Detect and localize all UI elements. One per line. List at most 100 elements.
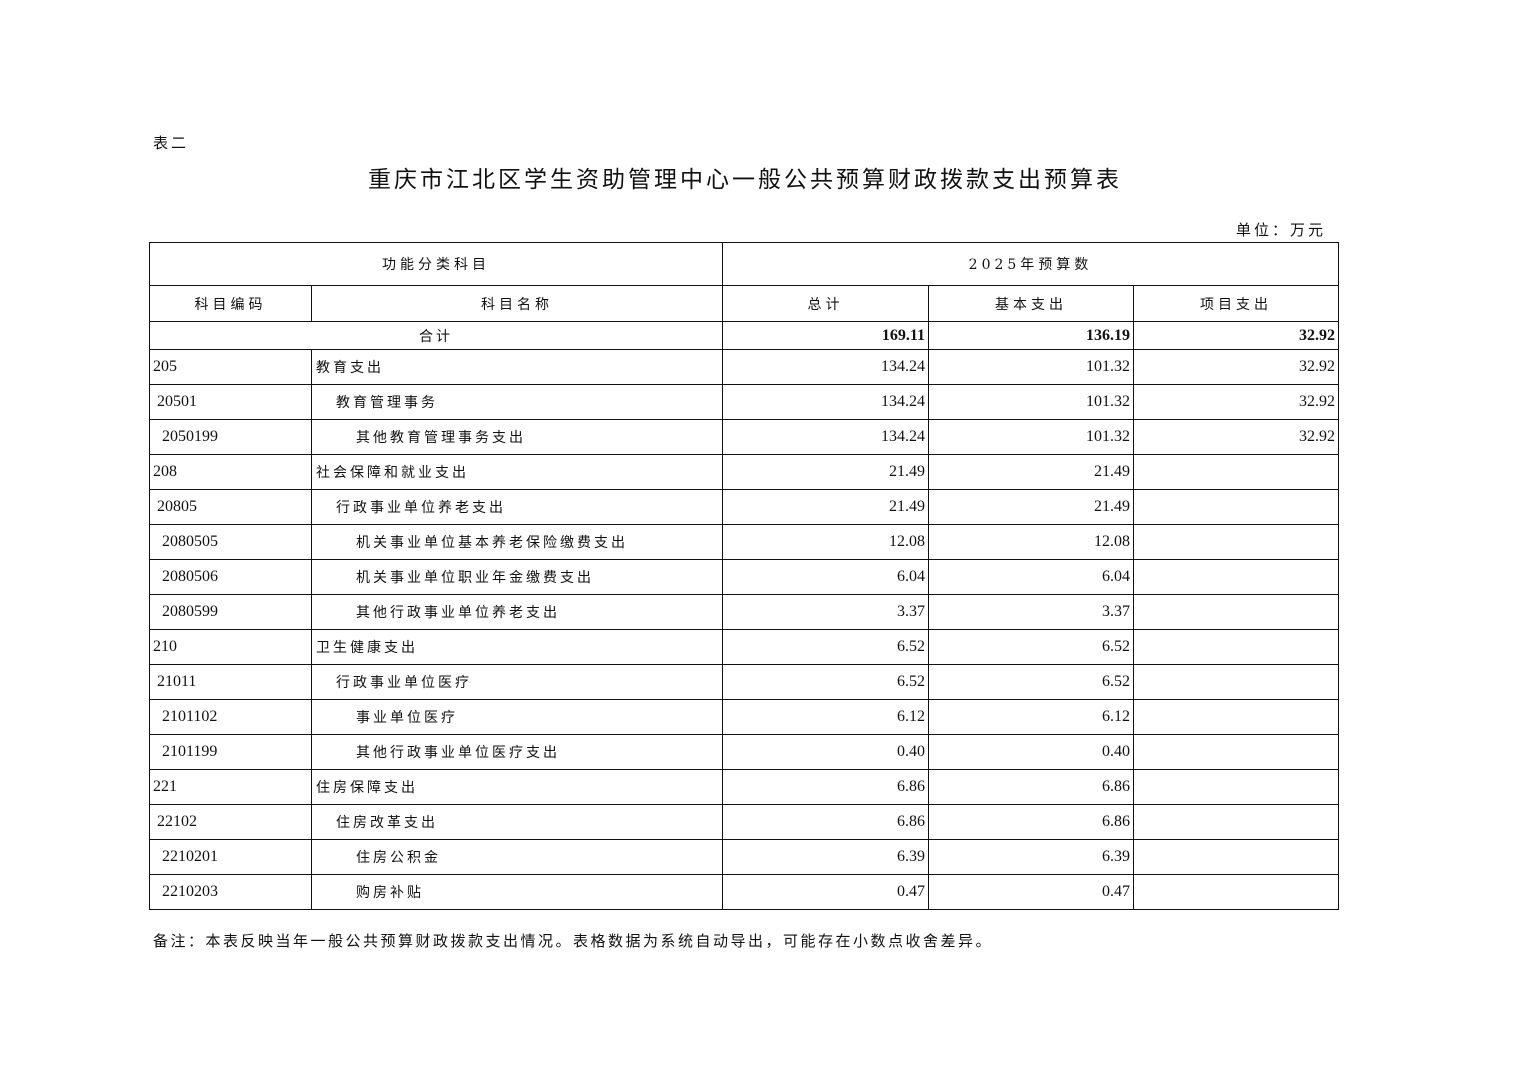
- header-row-group: 功能分类科目 2025年预算数: [149, 242, 1339, 286]
- row-code: 20805: [149, 489, 312, 525]
- row-basic: 21.49: [928, 454, 1134, 490]
- row-code: 2101199: [149, 734, 312, 770]
- row-basic: 12.08: [928, 524, 1134, 560]
- page-title: 重庆市江北区学生资助管理中心一般公共预算财政拨款支出预算表: [368, 167, 1122, 193]
- table-row: 2080599 其他行政事业单位养老支出 3.37 3.37: [149, 594, 1339, 630]
- row-name: 机关事业单位基本养老保险缴费支出: [311, 524, 723, 560]
- table-row: 20805 行政事业单位养老支出 21.49 21.49: [149, 489, 1339, 525]
- row-code: 208: [149, 454, 312, 490]
- row-total: 21.49: [722, 454, 929, 490]
- row-project: [1133, 734, 1339, 770]
- row-total: 6.52: [722, 664, 929, 700]
- row-total: 3.37: [722, 594, 929, 630]
- header-budget-year: 2025年预算数: [722, 242, 1339, 286]
- table-row: 20501 教育管理事务 134.24 101.32 32.92: [149, 384, 1339, 420]
- table-row: 2101102 事业单位医疗 6.12 6.12: [149, 699, 1339, 735]
- row-basic: 101.32: [928, 349, 1134, 385]
- header-project: 项目支出: [1133, 285, 1339, 322]
- row-project: 32.92: [1133, 384, 1339, 420]
- header-basic: 基本支出: [928, 285, 1134, 322]
- row-code: 2080506: [149, 559, 312, 595]
- row-code: 21011: [149, 664, 312, 700]
- row-project: 32.92: [1133, 419, 1339, 455]
- table-row: 22102 住房改革支出 6.86 6.86: [149, 804, 1339, 840]
- row-name: 住房公积金: [311, 839, 723, 875]
- row-project: [1133, 524, 1339, 560]
- row-project: [1133, 664, 1339, 700]
- total-total: 169.11: [722, 321, 929, 350]
- row-name: 住房保障支出: [311, 769, 723, 805]
- row-basic: 3.37: [928, 594, 1134, 630]
- row-basic: 6.86: [928, 804, 1134, 840]
- row-code: 20501: [149, 384, 312, 420]
- row-project: [1133, 839, 1339, 875]
- row-project: [1133, 454, 1339, 490]
- row-basic: 0.40: [928, 734, 1134, 770]
- row-project: [1133, 874, 1339, 910]
- table-row: 221 住房保障支出 6.86 6.86: [149, 769, 1339, 805]
- row-total: 12.08: [722, 524, 929, 560]
- row-name: 行政事业单位医疗: [311, 664, 723, 700]
- row-basic: 6.04: [928, 559, 1134, 595]
- row-total: 6.12: [722, 699, 929, 735]
- row-code: 2210203: [149, 874, 312, 910]
- table-row: 2050199 其他教育管理事务支出 134.24 101.32 32.92: [149, 419, 1339, 455]
- table-row: 208 社会保障和就业支出 21.49 21.49: [149, 454, 1339, 490]
- table-row: 2080506 机关事业单位职业年金缴费支出 6.04 6.04: [149, 559, 1339, 595]
- row-basic: 6.52: [928, 664, 1134, 700]
- row-code: 22102: [149, 804, 312, 840]
- row-basic: 6.86: [928, 769, 1134, 805]
- budget-table: 功能分类科目 2025年预算数 科目编码 科目名称 总计 基本支出 项目支出 合…: [149, 242, 1339, 910]
- row-name: 社会保障和就业支出: [311, 454, 723, 490]
- row-project: [1133, 629, 1339, 665]
- row-basic: 101.32: [928, 384, 1134, 420]
- table-row: 2210201 住房公积金 6.39 6.39: [149, 839, 1339, 875]
- row-project: [1133, 489, 1339, 525]
- table-row: 2210203 购房补贴 0.47 0.47: [149, 874, 1339, 910]
- table-row: 2080505 机关事业单位基本养老保险缴费支出 12.08 12.08: [149, 524, 1339, 560]
- row-code: 2101102: [149, 699, 312, 735]
- row-basic: 101.32: [928, 419, 1134, 455]
- row-name: 行政事业单位养老支出: [311, 489, 723, 525]
- header-name: 科目名称: [311, 285, 723, 322]
- row-name: 购房补贴: [311, 874, 723, 910]
- row-name: 卫生健康支出: [311, 629, 723, 665]
- row-code: 221: [149, 769, 312, 805]
- row-name: 教育支出: [311, 349, 723, 385]
- row-code: 2080599: [149, 594, 312, 630]
- row-name: 其他行政事业单位医疗支出: [311, 734, 723, 770]
- row-project: 32.92: [1133, 349, 1339, 385]
- table-label: 表二: [153, 134, 190, 152]
- row-name: 住房改革支出: [311, 804, 723, 840]
- row-project: [1133, 804, 1339, 840]
- total-project: 32.92: [1133, 321, 1339, 350]
- row-name: 教育管理事务: [311, 384, 723, 420]
- row-name: 机关事业单位职业年金缴费支出: [311, 559, 723, 595]
- table-row: 205 教育支出 134.24 101.32 32.92: [149, 349, 1339, 385]
- header-total: 总计: [722, 285, 929, 322]
- row-code: 205: [149, 349, 312, 385]
- row-code: 2080505: [149, 524, 312, 560]
- row-project: [1133, 769, 1339, 805]
- footnote: 备注：本表反映当年一般公共预算财政拨款支出情况。表格数据为系统自动导出，可能存在…: [153, 932, 994, 950]
- row-basic: 21.49: [928, 489, 1134, 525]
- row-code: 210: [149, 629, 312, 665]
- row-name: 事业单位医疗: [311, 699, 723, 735]
- row-total: 6.39: [722, 839, 929, 875]
- total-label: 合计: [149, 321, 723, 350]
- row-code: 2050199: [149, 419, 312, 455]
- total-basic: 136.19: [928, 321, 1134, 350]
- unit-label: 单位：万元: [1236, 221, 1327, 239]
- row-basic: 6.52: [928, 629, 1134, 665]
- total-row: 合计 169.11 136.19 32.92: [149, 321, 1339, 350]
- row-project: [1133, 559, 1339, 595]
- row-total: 21.49: [722, 489, 929, 525]
- row-total: 6.04: [722, 559, 929, 595]
- table-row: 21011 行政事业单位医疗 6.52 6.52: [149, 664, 1339, 700]
- row-total: 0.47: [722, 874, 929, 910]
- row-total: 134.24: [722, 419, 929, 455]
- header-row-columns: 科目编码 科目名称 总计 基本支出 项目支出: [149, 285, 1339, 322]
- row-basic: 6.39: [928, 839, 1134, 875]
- row-project: [1133, 594, 1339, 630]
- row-total: 134.24: [722, 384, 929, 420]
